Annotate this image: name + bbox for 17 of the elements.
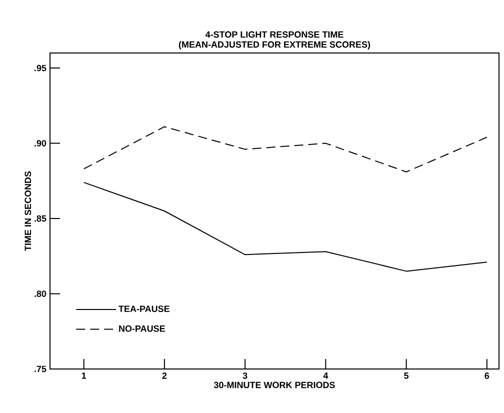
x-axis-title: 30-MINUTE WORK PERIODS bbox=[214, 382, 335, 388]
legend-label: TEA-PAUSE bbox=[118, 306, 170, 312]
x-tick-label: 6 bbox=[484, 372, 490, 379]
legend-label: NO-PAUSE bbox=[119, 325, 165, 332]
y-tick-label: .90 bbox=[34, 140, 46, 146]
y-tick-label: .95 bbox=[34, 64, 46, 72]
x-tick-label: 4 bbox=[323, 372, 328, 379]
y-tick-label: .80 bbox=[34, 290, 46, 297]
y-axis-title: TIME IN SECONDS bbox=[24, 171, 32, 251]
y-tick-label: .75 bbox=[34, 366, 46, 372]
chart-subtitle: (MEAN-ADJUSTED FOR EXTREME SCORES) bbox=[178, 41, 370, 50]
chart-title: 4-STOP LIGHT RESPONSE TIME bbox=[205, 31, 344, 38]
y-tick-label: .85 bbox=[34, 215, 46, 222]
x-tick-label: 5 bbox=[404, 372, 409, 379]
x-tick-label: 2 bbox=[162, 372, 167, 379]
x-tick-label: 3 bbox=[242, 372, 248, 379]
x-tick-label: 1 bbox=[82, 372, 86, 379]
